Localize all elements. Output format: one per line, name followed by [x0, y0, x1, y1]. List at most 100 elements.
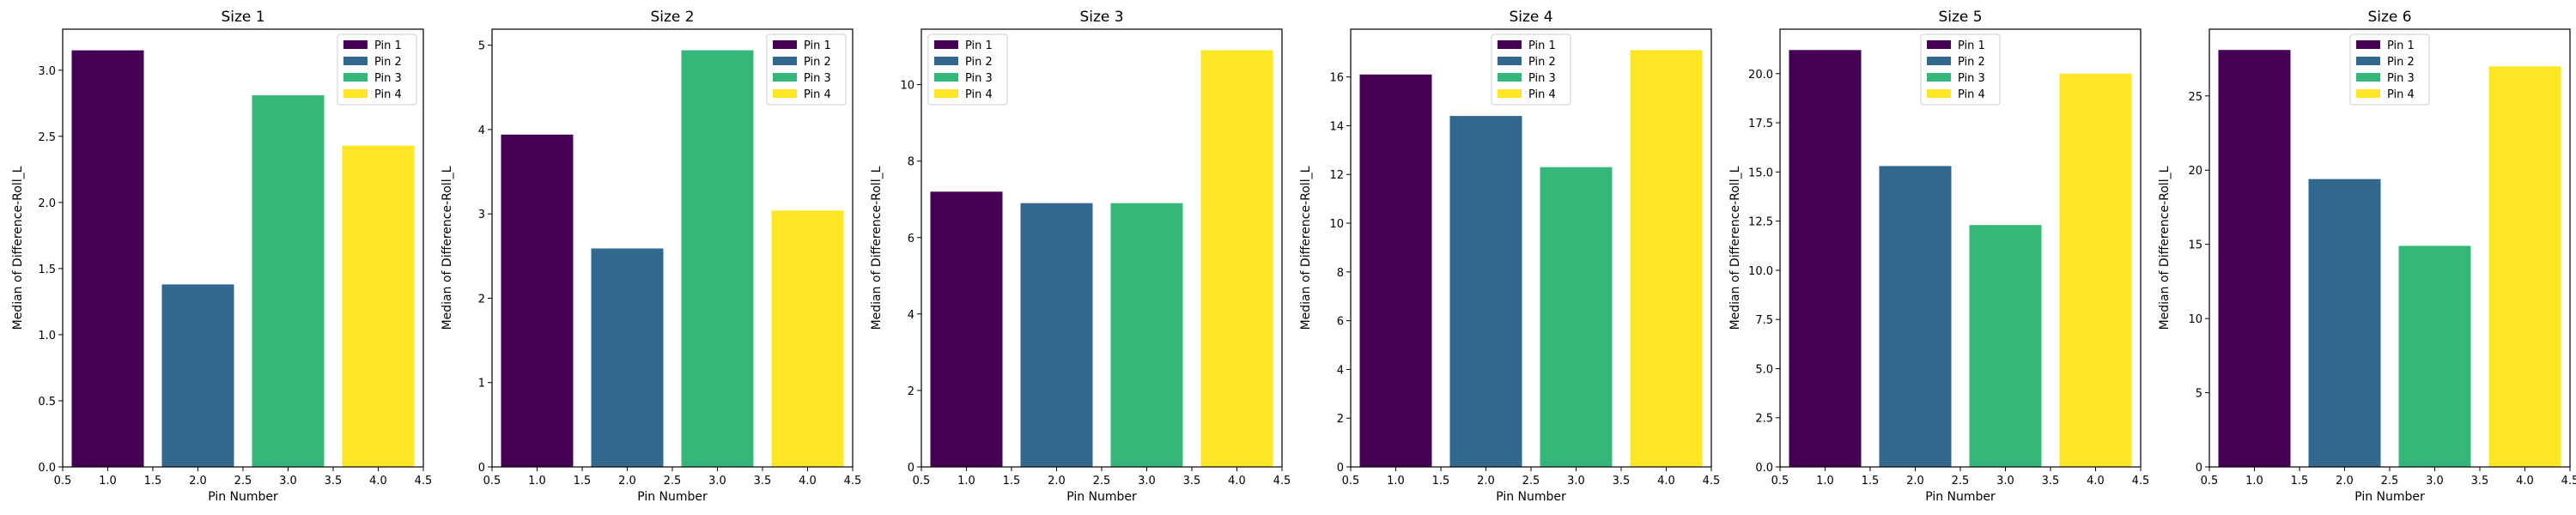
x-tick-label: 1.5	[1432, 475, 1450, 488]
y-tick-label: 20.0	[1748, 69, 1773, 82]
legend-label-pin-4: Pin 4	[2387, 88, 2415, 101]
y-tick-label: 10	[1329, 218, 1344, 231]
x-tick-label: 0.5	[2201, 475, 2219, 488]
legend-box	[927, 33, 1008, 106]
x-tick-label: 2.5	[2381, 475, 2399, 488]
y-tick-label: 20	[2188, 165, 2202, 178]
legend: Pin 1 Pin 2 Pin 3 Pin 4	[1491, 33, 1571, 106]
x-tick-label: 3.5	[2042, 475, 2060, 488]
y-tick-label: 0	[478, 462, 485, 475]
y-tick-label: 1.0	[38, 330, 56, 342]
y-tick-label: 25	[2188, 91, 2202, 104]
legend-label-pin-3: Pin 3	[1958, 72, 1985, 85]
x-axis-label: Pin Number	[2354, 490, 2425, 504]
legend-label-pin-4: Pin 4	[804, 88, 831, 101]
legend-swatch-pin-2	[773, 57, 797, 65]
x-tick-label: 1.5	[1003, 475, 1021, 488]
x-tick-label: 4.5	[2132, 475, 2150, 488]
bar-pin-4	[2059, 73, 2132, 467]
y-axis-label: Median of Difference-Roll_L	[11, 166, 25, 330]
y-tick-label: 10	[900, 80, 914, 93]
bar-pin-1	[2218, 50, 2291, 467]
legend: Pin 1 Pin 2 Pin 3 Pin 4	[337, 33, 417, 106]
legend-swatch-pin-1	[343, 40, 368, 49]
x-tick-label: 2.0	[189, 475, 207, 488]
x-tick-label: 2.0	[1906, 475, 1924, 488]
legend-label-pin-4: Pin 4	[965, 88, 993, 101]
x-axis-label: Pin Number	[1496, 490, 1566, 504]
x-tick-label: 1.0	[957, 475, 975, 488]
x-tick-label: 2.5	[1522, 475, 1540, 488]
bar-pin-3	[681, 50, 754, 468]
y-tick-label: 2	[1337, 413, 1344, 426]
x-tick-label: 3.5	[325, 475, 343, 488]
legend-swatch-pin-3	[773, 73, 797, 82]
y-tick-label: 5	[2196, 388, 2202, 401]
bar-pin-3	[252, 95, 325, 467]
legend-swatch-pin-4	[343, 89, 368, 98]
x-tick-label: 2.5	[1093, 475, 1111, 488]
y-axis-label: Median of Difference-Roll_L	[440, 166, 454, 330]
y-tick-label: 0.0	[1755, 462, 1773, 475]
y-tick-label: 0	[1337, 462, 1344, 475]
y-tick-label: 12	[1329, 169, 1344, 182]
bar-pin-1	[71, 50, 144, 468]
x-tick-label: 1.0	[2245, 475, 2263, 488]
x-tick-label: 4.0	[369, 475, 387, 488]
legend-label-pin-1: Pin 1	[965, 39, 993, 52]
bar-pin-4	[771, 210, 844, 468]
subplot-6: 0.5 1.0 1.5 2.0 2.5 3.0 3.5 4.0 4.5 0 5 10 15 20 25 Siz…	[2158, 9, 2576, 504]
x-tick-label: 2.0	[618, 475, 636, 488]
y-tick-label: 3.0	[38, 65, 56, 78]
legend-swatch-pin-1	[773, 40, 797, 49]
legend-swatch-pin-4	[2356, 89, 2380, 98]
y-tick-label: 14	[1329, 120, 1344, 133]
subplot-5: 0.5 1.0 1.5 2.0 2.5 3.0 3.5 4.0 4.5 0.0 2.5 5.0 7.5 1…	[1728, 9, 2149, 504]
x-tick-label: 4.5	[2561, 475, 2576, 488]
legend-label-pin-3: Pin 3	[2387, 72, 2415, 85]
y-tick-label: 7.5	[1755, 314, 1773, 327]
x-tick-label: 1.0	[1816, 475, 1834, 488]
legend-swatch-pin-3	[1927, 73, 1951, 82]
x-tick-label: 2.0	[1048, 475, 1066, 488]
legend-label-pin-2: Pin 2	[804, 56, 831, 69]
bar-pin-1	[930, 191, 1003, 467]
y-tick-label: 5.0	[1755, 363, 1773, 376]
legend-swatch-pin-1	[1927, 40, 1951, 49]
y-tick-label: 15	[2188, 239, 2202, 252]
legend-swatch-pin-1	[1498, 40, 1522, 49]
x-tick-label: 1.5	[574, 475, 592, 488]
legend-label-pin-2: Pin 2	[1528, 56, 1556, 69]
legend-label-pin-1: Pin 1	[804, 39, 831, 52]
x-tick-label: 2.5	[234, 475, 252, 488]
legend-label-pin-4: Pin 4	[1958, 88, 1985, 101]
bar-pin-3	[2398, 245, 2471, 467]
legend-swatch-pin-2	[1927, 57, 1951, 65]
legend-swatch-pin-3	[1498, 73, 1522, 82]
chart-title: Size 5	[1938, 9, 1982, 26]
legend-label-pin-2: Pin 2	[374, 56, 402, 69]
x-tick-label: 4.0	[1228, 475, 1246, 488]
y-tick-label: 2	[908, 385, 914, 398]
legend-box	[1491, 33, 1571, 106]
legend: Pin 1 Pin 2 Pin 3 Pin 4	[2349, 33, 2430, 106]
legend-swatch-pin-3	[343, 73, 368, 82]
bar-pin-3	[1110, 203, 1183, 467]
x-tick-label: 0.5	[913, 475, 931, 488]
legend: Pin 1 Pin 2 Pin 3 Pin 4	[766, 33, 847, 106]
bar-pin-2	[2308, 179, 2381, 467]
legend-label-pin-4: Pin 4	[374, 88, 402, 101]
y-axis-label: Median of Difference-Roll_L	[1299, 166, 1313, 330]
bar-pin-3	[1969, 225, 2042, 467]
x-tick-label: 1.0	[99, 475, 117, 488]
legend-label-pin-2: Pin 2	[965, 56, 993, 69]
x-tick-label: 4.5	[1273, 475, 1291, 488]
y-tick-label: 8	[908, 156, 914, 169]
y-tick-label: 8	[1337, 267, 1344, 280]
x-tick-label: 0.5	[1771, 475, 1789, 488]
x-tick-label: 4.0	[2516, 475, 2534, 488]
subplot-1: 0.5 1.0 1.5 2.0 2.5 3.0 3.5 4.0 4.50.00.51.01.52…	[11, 9, 432, 504]
y-axis-label: Median of Difference-Roll_L	[870, 166, 884, 330]
y-axis-label: Median of Difference-Roll_L	[1728, 166, 1742, 330]
